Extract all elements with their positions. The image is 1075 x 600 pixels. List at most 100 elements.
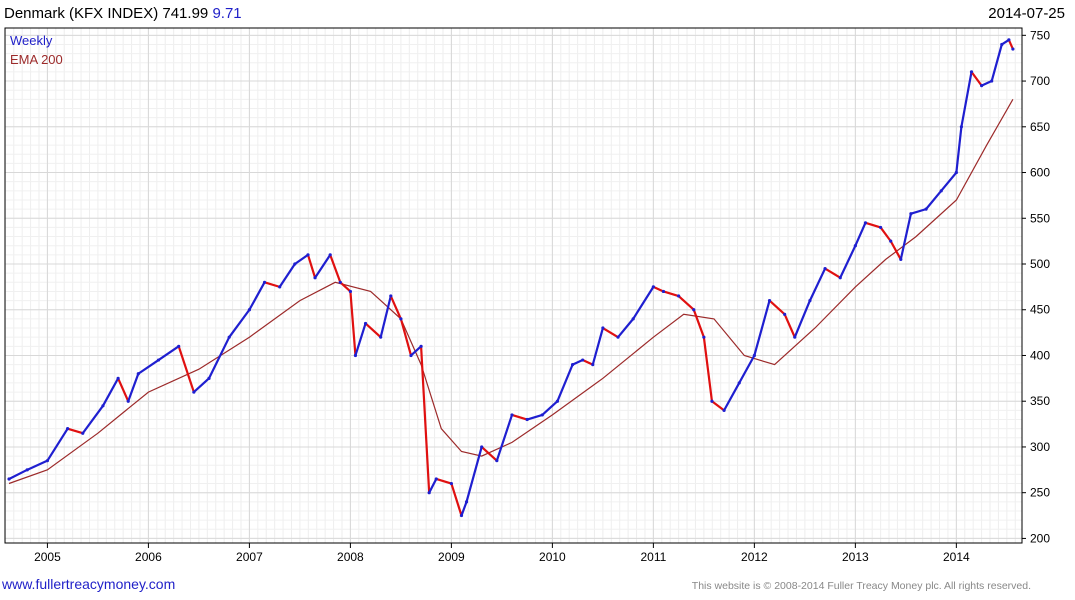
weekly-price-point bbox=[449, 481, 453, 486]
weekly-price-segment bbox=[510, 413, 529, 421]
weekly-price-point bbox=[990, 79, 994, 83]
weekly-price-segment bbox=[823, 267, 842, 279]
weekly-price-point bbox=[909, 212, 913, 216]
weekly-price-point bbox=[591, 363, 595, 367]
y-tick-label: 450 bbox=[1030, 303, 1050, 317]
weekly-price-point bbox=[767, 298, 772, 303]
weekly-price-point bbox=[495, 459, 499, 463]
weekly-price-point bbox=[379, 335, 383, 339]
price-change: 9.71 bbox=[212, 5, 242, 22]
weekly-price-segment bbox=[1007, 38, 1015, 51]
weekly-price-segment bbox=[101, 377, 120, 407]
weekly-price-segment bbox=[207, 336, 231, 380]
weekly-price-segment bbox=[980, 79, 993, 87]
weekly-price-segment bbox=[839, 244, 857, 279]
weekly-price-point bbox=[889, 239, 893, 243]
weekly-price-segment bbox=[616, 317, 635, 339]
y-tick-label: 250 bbox=[1030, 486, 1050, 500]
weekly-price-segment bbox=[854, 221, 867, 247]
x-tick-label: 2011 bbox=[640, 550, 666, 564]
weekly-price-point bbox=[66, 427, 70, 431]
weekly-price-segment bbox=[450, 482, 463, 517]
weekly-price-point bbox=[540, 413, 544, 417]
weekly-price-segment bbox=[702, 336, 714, 403]
weekly-price-segment bbox=[66, 427, 84, 435]
weekly-price-segment bbox=[710, 400, 726, 412]
chart-date: 2014-07-25 bbox=[988, 5, 1065, 22]
legend-weekly: Weekly bbox=[10, 33, 53, 48]
weekly-price-point bbox=[192, 390, 196, 394]
y-tick-label: 750 bbox=[1030, 28, 1050, 42]
weekly-price-point bbox=[808, 298, 812, 303]
weekly-price-point bbox=[1007, 38, 1011, 42]
weekly-price-segment bbox=[541, 400, 559, 417]
weekly-price-point bbox=[389, 294, 393, 298]
weekly-price-point bbox=[924, 207, 928, 211]
last-price: 741.99 bbox=[162, 5, 209, 22]
series-layer bbox=[7, 38, 1015, 518]
weekly-price-point bbox=[555, 399, 560, 403]
legend-ema: EMA 200 bbox=[10, 52, 63, 67]
weekly-price-segment bbox=[379, 294, 392, 339]
weekly-price-segment bbox=[157, 345, 180, 362]
weekly-price-segment bbox=[127, 372, 140, 403]
weekly-price-point bbox=[293, 262, 297, 266]
weekly-price-point bbox=[863, 221, 868, 225]
weekly-price-point bbox=[692, 308, 696, 312]
weekly-price-segment bbox=[278, 262, 296, 288]
weekly-price-point bbox=[677, 294, 681, 298]
weekly-price-point bbox=[306, 253, 310, 257]
weekly-price-segment bbox=[460, 500, 468, 517]
weekly-price-point bbox=[81, 431, 85, 435]
weekly-price-segment bbox=[960, 70, 973, 128]
footer-site-link[interactable]: www.fullertreacymoney.com bbox=[2, 576, 176, 592]
weekly-price-point bbox=[338, 280, 342, 284]
x-tick-label: 2009 bbox=[438, 550, 465, 564]
weekly-price-segment bbox=[692, 308, 705, 339]
weekly-price-point bbox=[853, 244, 857, 248]
weekly-price-point bbox=[116, 376, 120, 380]
x-tick-label: 2007 bbox=[236, 550, 263, 564]
weekly-price-point bbox=[247, 308, 252, 312]
weekly-price-segment bbox=[46, 427, 69, 462]
weekly-price-point bbox=[722, 408, 726, 412]
weekly-price-point bbox=[510, 413, 514, 417]
weekly-price-segment bbox=[793, 299, 812, 339]
weekly-price-point bbox=[25, 468, 29, 472]
x-tick-label: 2005 bbox=[34, 550, 61, 564]
weekly-price-point bbox=[752, 353, 756, 358]
weekly-price-point bbox=[616, 335, 620, 339]
x-tick-label: 2010 bbox=[539, 550, 566, 564]
weekly-price-segment bbox=[177, 345, 195, 394]
weekly-price-segment bbox=[293, 253, 310, 266]
weekly-price-point bbox=[702, 335, 706, 339]
x-tick-label: 2008 bbox=[337, 550, 364, 564]
weekly-price-point bbox=[278, 285, 282, 289]
weekly-price-point bbox=[434, 477, 438, 481]
weekly-price-point bbox=[954, 170, 958, 175]
weekly-price-segment bbox=[399, 317, 413, 357]
weekly-price-segment bbox=[753, 299, 771, 357]
weekly-price-point bbox=[631, 317, 635, 321]
weekly-price-point bbox=[427, 491, 431, 495]
weekly-price-segment bbox=[738, 354, 756, 385]
weekly-price-segment bbox=[7, 468, 29, 481]
weekly-price-point bbox=[651, 285, 655, 289]
weekly-price-point bbox=[156, 358, 161, 362]
weekly-price-segment bbox=[677, 294, 695, 311]
weekly-price-point bbox=[399, 317, 403, 321]
weekly-price-segment bbox=[409, 345, 423, 357]
weekly-price-segment bbox=[581, 358, 594, 366]
weekly-price-segment bbox=[117, 377, 130, 403]
weekly-price-point bbox=[838, 276, 842, 280]
ema-200-line bbox=[8, 99, 1014, 485]
weekly-price-segment bbox=[924, 189, 943, 211]
weekly-price-segment bbox=[632, 285, 655, 320]
weekly-price-point bbox=[525, 417, 529, 422]
weekly-price-point bbox=[328, 253, 332, 257]
weekly-price-point bbox=[783, 312, 787, 316]
y-tick-label: 650 bbox=[1030, 120, 1050, 134]
y-tick-label: 400 bbox=[1030, 348, 1050, 362]
weekly-price-segment bbox=[435, 477, 453, 485]
